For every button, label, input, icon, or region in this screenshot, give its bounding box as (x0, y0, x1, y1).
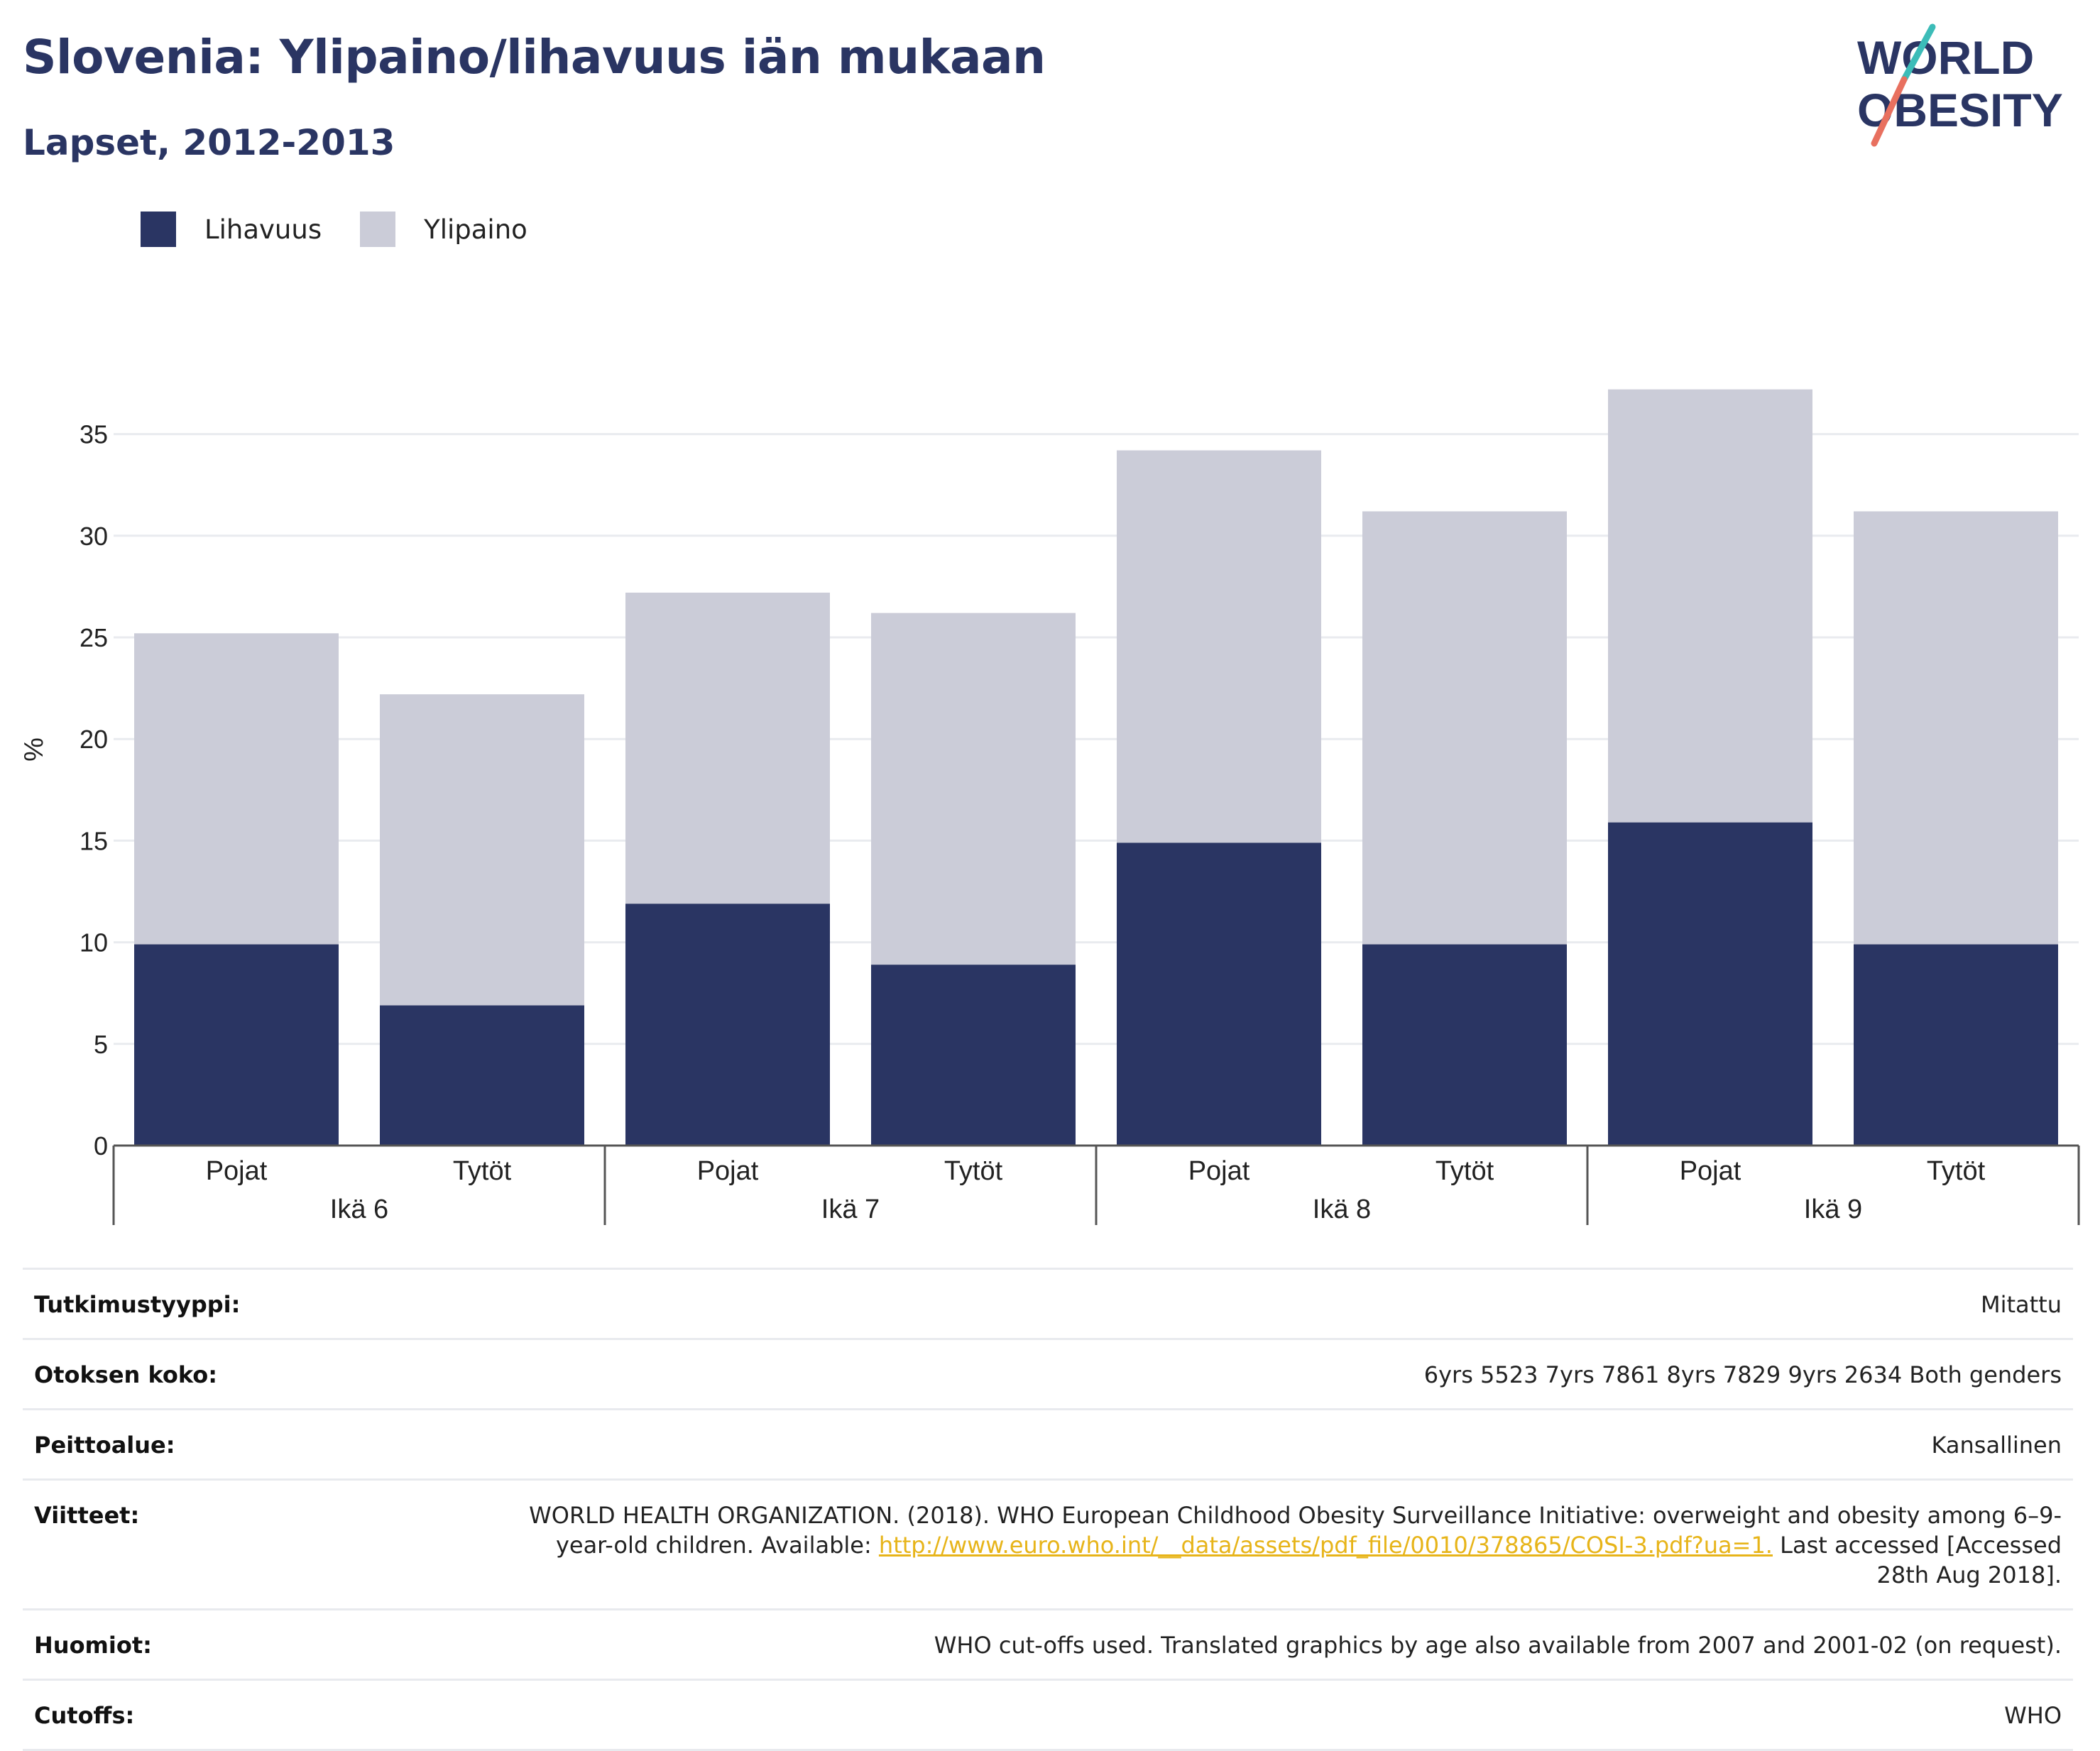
x-group-label: Ikä 8 (1313, 1195, 1371, 1224)
bar-overweight (134, 633, 339, 945)
y-tick-label: 5 (94, 1030, 108, 1059)
bar-obesity (380, 1005, 584, 1146)
info-value: 6yrs 5523 7yrs 7861 8yrs 7829 9yrs 2634 … (1423, 1361, 2062, 1388)
x-group-label: Ikä 7 (821, 1195, 880, 1224)
info-label: Otoksen koko: (34, 1361, 218, 1388)
x-tick-label: Tytöt (1435, 1156, 1494, 1186)
info-value-text: Last accessed [Accessed 28th Aug 2018]. (1772, 1532, 2062, 1588)
legend-label-overweight: Ylipaino (424, 214, 527, 245)
y-tick-label: 15 (80, 826, 108, 855)
bar-obesity (1117, 842, 1321, 1146)
y-tick-label: 35 (80, 420, 108, 449)
bar-overweight (1362, 511, 1567, 945)
y-tick-label: 0 (94, 1131, 108, 1160)
stacked-bar-chart: 0 5 10 15 20 25 30 35 Pojat Tytöt Pojat Tytöt Pojat T… (19, 389, 2080, 1225)
bar-obesity (625, 904, 830, 1146)
bar-obesity (1854, 944, 2058, 1146)
world-obesity-logo: WORLD OBESITY (1857, 23, 2063, 147)
y-tick-label: 20 (80, 725, 108, 754)
info-label: Huomiot: (34, 1632, 152, 1659)
bar-overweight (1854, 511, 2058, 945)
info-value: WORLD HEALTH ORGANIZATION. (2018). WHO E… (500, 1500, 2062, 1590)
info-value-text: WORLD HEALTH ORGANIZATION. (2018). WHO E… (529, 1502, 2062, 1559)
x-tick-label: Pojat (206, 1156, 268, 1186)
bars (134, 389, 2058, 1146)
chart-subtitle: Lapset, 2012-2013 (23, 122, 395, 163)
x-tick-label: Pojat (1188, 1156, 1250, 1186)
x-group-label: Ikä 9 (1804, 1195, 1862, 1224)
bar-obesity (871, 965, 1076, 1146)
y-tick-label: 30 (80, 522, 108, 551)
info-value: WHO cut-offs used. Translated graphics b… (934, 1632, 2062, 1659)
info-label: Viitteet: (34, 1502, 140, 1529)
bar-overweight (1608, 389, 1812, 823)
info-label: Cutoffs: (34, 1702, 135, 1729)
chart-legend: Lihavuus Ylipaino (141, 210, 566, 248)
legend-item-overweight: Ylipaino (360, 212, 527, 247)
bar-overweight (625, 592, 830, 904)
info-row: Viitteet: WORLD HEALTH ORGANIZATION. (201… (23, 1478, 2073, 1608)
bar-obesity (134, 944, 339, 1146)
x-tick-label: Tytöt (1927, 1156, 1986, 1186)
bar-overweight (1117, 450, 1321, 843)
logo-line-1: WORLD (1857, 31, 2034, 84)
x-tick-label: Tytöt (944, 1156, 1003, 1186)
bar-obesity (1362, 944, 1567, 1146)
info-table: Tutkimustyyppi: Mitattu Otoksen koko: 6yrs … (23, 1268, 2073, 1751)
bar-obesity (1608, 822, 1812, 1146)
chart-title: Slovenia: Ylipaino/lihavuus iän mukaan (23, 30, 1046, 84)
info-value: Kansallinen (1931, 1432, 2062, 1459)
info-row: Otoksen koko: 6yrs 5523 7yrs 7861 8yrs 78… (23, 1338, 2073, 1408)
logo-slash-teal (1901, 23, 1936, 83)
logo-slash-coral (1871, 76, 1908, 147)
legend-item-obesity: Lihavuus (141, 212, 322, 247)
info-row: Peittoalue: Kansallinen (23, 1408, 2073, 1478)
legend-label-obesity: Lihavuus (204, 214, 322, 245)
y-axis-label: % (19, 737, 49, 762)
info-label: Tutkimustyyppi: (34, 1291, 241, 1318)
x-tick-label: Pojat (697, 1156, 759, 1186)
info-row: Cutoffs: WHO (23, 1679, 2073, 1751)
info-row: Huomiot: WHO cut-offs used. Translated gr… (23, 1608, 2073, 1679)
legend-swatch-overweight (360, 212, 396, 247)
info-value: Mitattu (1980, 1291, 2062, 1318)
axes: 0 5 10 15 20 25 30 35 Pojat Tytöt Pojat Tytöt Pojat T… (80, 420, 2080, 1225)
info-label: Peittoalue: (34, 1432, 175, 1459)
x-tick-label: Pojat (1680, 1156, 1741, 1186)
y-tick-label: 25 (80, 623, 108, 652)
legend-swatch-obesity (141, 212, 176, 247)
info-value: WHO (2004, 1702, 2062, 1729)
reference-link[interactable]: http://www.euro.who.int/__data/assets/pd… (878, 1532, 1773, 1559)
bar-overweight (871, 613, 1076, 965)
info-row: Tutkimustyyppi: Mitattu (23, 1268, 2073, 1338)
bar-overweight (380, 694, 584, 1006)
x-group-label: Ikä 6 (330, 1195, 388, 1224)
y-tick-label: 10 (80, 928, 108, 957)
x-tick-label: Tytöt (453, 1156, 512, 1186)
